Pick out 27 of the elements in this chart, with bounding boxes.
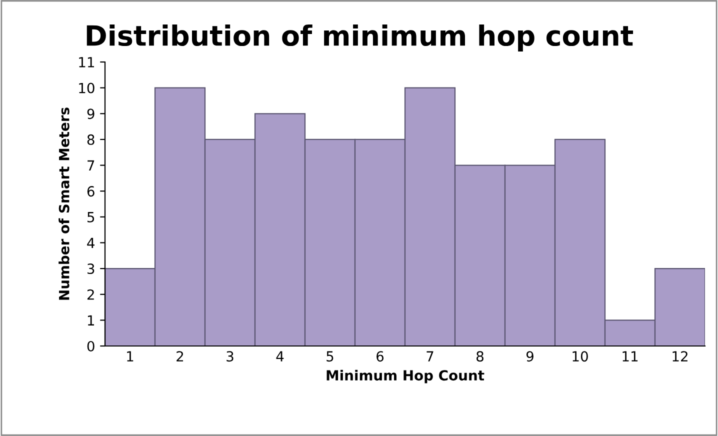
y-tick-label: 11 bbox=[79, 57, 94, 68]
y-tick-label: 9 bbox=[87, 108, 94, 120]
y-tick-label: 5 bbox=[88, 212, 94, 222]
x-tick-label: 11 bbox=[622, 351, 638, 362]
chart-title: Distribution of minimum hop count bbox=[86, 24, 634, 52]
y-tick-label: 2 bbox=[87, 289, 94, 300]
x-tick-label: 9 bbox=[526, 351, 534, 362]
y-tick-label: 0 bbox=[87, 340, 94, 352]
y-tick-label: 6 bbox=[87, 186, 94, 197]
x-tick-label: 5 bbox=[326, 351, 334, 362]
x-tick-label: 10 bbox=[572, 351, 588, 362]
x-tick-label: 12 bbox=[672, 351, 688, 362]
x-tick-label: 1 bbox=[127, 351, 134, 362]
y-tick-label: 1 bbox=[88, 315, 94, 326]
x-tick-label: 3 bbox=[226, 351, 234, 362]
y-axis-title: Number of Smart Meters bbox=[58, 108, 70, 300]
y-tick-label: 8 bbox=[87, 134, 94, 145]
x-axis-title: Minimum Hop Count bbox=[326, 370, 484, 384]
x-tick-label: 8 bbox=[476, 351, 484, 362]
x-tick-label: 7 bbox=[426, 351, 434, 362]
y-tick-label: 7 bbox=[88, 160, 94, 171]
y-tick-label: 4 bbox=[87, 238, 94, 248]
x-tick-label: 6 bbox=[376, 351, 384, 362]
y-tick-label: 10 bbox=[79, 82, 94, 94]
x-tick-label: 4 bbox=[276, 351, 284, 362]
y-tick-label: 3 bbox=[88, 264, 94, 274]
x-tick-label: 2 bbox=[176, 351, 184, 362]
